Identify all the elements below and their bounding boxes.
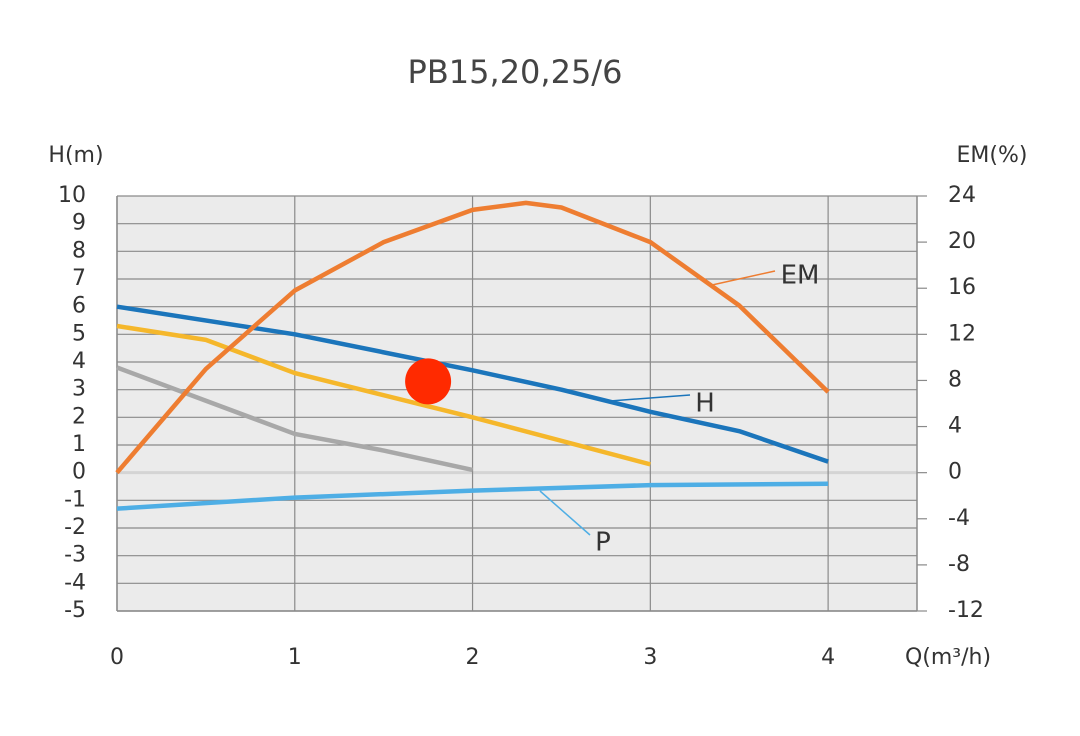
y-tick-label: -2 [64,515,86,540]
y2-tick-label: -4 [948,506,970,531]
series-label: EM [781,261,820,291]
y-tick-label: -5 [64,598,86,623]
x-tick-label: 4 [821,645,835,670]
y-tick-label: 0 [72,460,86,485]
series-label: P [595,528,611,558]
chart-title: PB15,20,25/6 [408,53,623,91]
series-line [116,304,829,464]
label-leader [539,490,591,536]
y-tick-label: 4 [72,349,86,374]
series-line [116,481,829,511]
y-axis-label: H(m) [48,143,103,168]
y2-tick-label: 16 [948,275,976,300]
y-tick-label: 2 [72,404,86,429]
x-tick-label: 3 [643,645,657,670]
y-tick-label: 6 [72,294,86,319]
y2-tick-label: 4 [948,414,962,439]
y2-tick-label: 8 [948,367,962,392]
x-tick-label: 0 [110,645,124,670]
y-tick-label: -3 [64,543,86,568]
series-label: H [695,389,715,419]
series-line [115,200,830,475]
x-axis-label: Q(m³/h) [905,645,991,670]
y-tick-label: 1 [72,432,86,457]
y-tick-label: -4 [64,570,86,595]
series-line [116,323,651,467]
y2-tick-label: 20 [948,229,976,254]
y-tick-label: -1 [64,487,86,512]
y2-tick-label: 24 [948,183,976,208]
operating-point [405,358,452,405]
y-tick-label: 9 [72,211,86,236]
label-leader [609,394,691,402]
x-tick-label: 1 [288,645,302,670]
plot-area [117,196,917,611]
x-tick-label: 2 [466,645,480,670]
y2-tick-label: 0 [948,460,962,485]
y-tick-label: 3 [72,377,86,402]
y2-tick-label: 12 [948,321,976,346]
y-tick-label: 7 [72,266,86,291]
y-tick-label: 10 [58,183,86,208]
label-leader [711,270,776,286]
y-tick-label: 5 [72,321,86,346]
y2-tick-label: -12 [948,598,984,623]
y-tick-label: 8 [72,238,86,263]
series-line [116,365,474,473]
y2-tick-label: -8 [948,552,970,577]
y2-axis-label: EM(%) [957,143,1028,168]
